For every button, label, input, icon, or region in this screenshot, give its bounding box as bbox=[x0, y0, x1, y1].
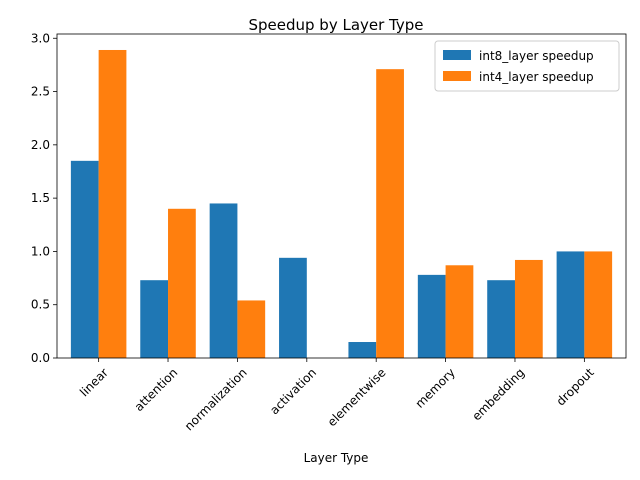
bar-int4-dropout bbox=[584, 251, 613, 358]
x-tick-label: normalization bbox=[182, 365, 250, 433]
x-tick-label: embedding bbox=[469, 365, 527, 423]
x-tick-label: attention bbox=[132, 365, 181, 414]
bar-int8-elementwise bbox=[348, 342, 377, 358]
y-tick-label: 2.0 bbox=[31, 138, 50, 152]
legend-swatch bbox=[443, 50, 471, 60]
legend-label: int8_layer speedup bbox=[479, 49, 594, 63]
bar-int4-elementwise bbox=[376, 69, 404, 358]
bar-int8-linear bbox=[70, 160, 99, 358]
bar-int8-normalization bbox=[209, 203, 238, 358]
x-tick-label: elementwise bbox=[325, 365, 389, 429]
y-tick-label: 3.0 bbox=[31, 31, 50, 45]
bars-group bbox=[70, 49, 613, 358]
y-axis: 0.0 0.5 1.0 1.5 2.0 2.5 3.0 bbox=[31, 31, 57, 365]
legend: int8_layer speedup int4_layer speedup bbox=[434, 40, 620, 92]
y-tick-label: 2.5 bbox=[31, 85, 50, 99]
bar-int8-memory bbox=[417, 274, 446, 358]
plot-frame bbox=[56, 33, 627, 359]
legend-box bbox=[434, 40, 620, 92]
bar-int4-normalization bbox=[237, 300, 266, 358]
x-tick-label: dropout bbox=[554, 365, 597, 408]
x-tick-label: memory bbox=[413, 365, 458, 410]
chart-title: Speedup by Layer Type bbox=[248, 16, 423, 34]
bar-int8-attention bbox=[140, 280, 169, 358]
y-tick-label: 1.5 bbox=[31, 191, 50, 205]
x-tick-label: activation bbox=[267, 365, 319, 417]
bar-int8-embedding bbox=[487, 280, 515, 358]
bar-int8-activation bbox=[279, 257, 307, 358]
x-axis: linear attention normalization activation el… bbox=[77, 358, 597, 433]
y-tick-label: 1.0 bbox=[31, 244, 50, 258]
y-tick-label: 0.5 bbox=[31, 298, 50, 312]
legend-label: int4_layer speedup bbox=[479, 70, 594, 84]
bar-int4-linear bbox=[98, 49, 127, 358]
legend-swatch bbox=[443, 71, 471, 81]
bar-int4-memory bbox=[445, 265, 474, 358]
x-axis-label: Layer Type bbox=[304, 451, 369, 465]
y-tick-label: 0.0 bbox=[31, 351, 50, 365]
bar-int4-attention bbox=[168, 208, 196, 358]
bar-int8-dropout bbox=[556, 251, 585, 358]
x-tick-label: linear bbox=[77, 365, 111, 399]
bar-int4-embedding bbox=[514, 259, 543, 358]
